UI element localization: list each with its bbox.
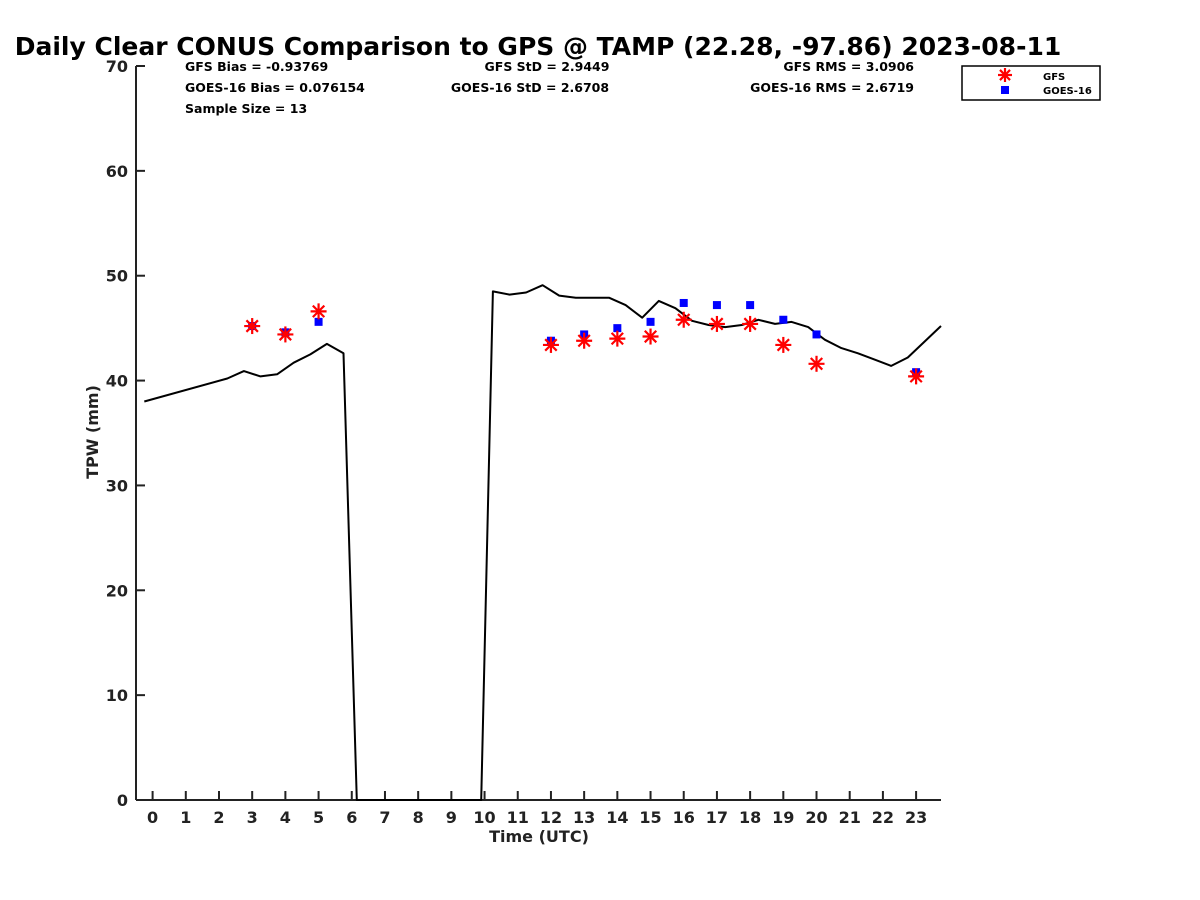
- goes-16-point: [712, 301, 721, 310]
- gfs-point: [908, 368, 925, 385]
- gfs-point: [808, 355, 825, 372]
- x-tick-label: 1: [180, 808, 191, 827]
- y-tick-label: 40: [106, 372, 128, 391]
- x-tick-label: 6: [346, 808, 357, 827]
- x-tick-label: 10: [473, 808, 495, 827]
- x-tick-label: 11: [507, 808, 529, 827]
- x-tick-label: 0: [147, 808, 158, 827]
- gfs-bias-stat: GFS Bias = -0.93769: [185, 59, 328, 74]
- goes-16-point: [314, 317, 323, 326]
- x-axis-label: Time (UTC): [489, 827, 589, 846]
- x-tick-label: 21: [839, 808, 861, 827]
- legend-goes-marker: [1001, 86, 1009, 94]
- goes-16-point: [779, 315, 788, 324]
- x-tick-label: 3: [247, 808, 258, 827]
- x-tick-label: 5: [313, 808, 324, 827]
- x-tick-label: 13: [573, 808, 595, 827]
- goes-bias-stat: GOES-16 Bias = 0.076154: [185, 80, 365, 95]
- goes-rms-stat: GOES-16 RMS = 2.6719: [750, 80, 914, 95]
- goes-std-stat: GOES-16 StD = 2.6708: [451, 80, 609, 95]
- gfs-point: [775, 336, 792, 353]
- legend-gfs-label: GFS: [1043, 72, 1065, 83]
- y-tick-label: 70: [106, 57, 128, 76]
- y-tick-label: 30: [106, 476, 128, 495]
- x-tick-label: 20: [805, 808, 827, 827]
- gfs-point: [576, 332, 593, 349]
- goes-16-point: [613, 324, 622, 333]
- goes-16-point: [646, 317, 655, 326]
- x-tick-label: 15: [639, 808, 661, 827]
- y-tick-label: 50: [106, 267, 128, 286]
- gps-series: [144, 284, 942, 801]
- y-tick-label: 60: [106, 162, 128, 181]
- gps-line: [144, 284, 942, 801]
- gfs-std-stat: GFS StD = 2.9449: [485, 59, 610, 74]
- y-tick-label: 10: [106, 686, 128, 705]
- gfs-rms-stat: GFS RMS = 3.0906: [783, 59, 914, 74]
- sample-size-stat: Sample Size = 13: [185, 101, 307, 116]
- x-tick-label: 2: [213, 808, 224, 827]
- x-tick-label: 12: [540, 808, 562, 827]
- x-tick-label: 16: [673, 808, 695, 827]
- x-tick-label: 18: [739, 808, 761, 827]
- goes-16-point: [812, 330, 821, 339]
- x-tick-label: 7: [379, 808, 390, 827]
- gfs-series: [244, 303, 925, 385]
- gfs-point: [708, 315, 725, 332]
- x-tick-label: 23: [905, 808, 927, 827]
- legend: GFS GOES-16: [961, 65, 1101, 101]
- x-tick-label: 9: [446, 808, 457, 827]
- legend-gfs-marker: [998, 68, 1012, 82]
- x-tick-label: 4: [280, 808, 291, 827]
- legend-box: [961, 65, 1101, 101]
- x-tick-label: 19: [772, 808, 794, 827]
- gfs-point: [277, 326, 294, 343]
- chart-title: Daily Clear CONUS Comparison to GPS @ TA…: [15, 32, 1062, 61]
- y-axis-label: TPW (mm): [83, 385, 102, 479]
- y-tick-label: 20: [106, 581, 128, 600]
- gfs-point: [609, 330, 626, 347]
- x-tick-label: 22: [872, 808, 894, 827]
- gfs-point: [642, 328, 659, 345]
- goes-16-point: [679, 298, 688, 307]
- y-tick-label: 0: [117, 791, 128, 810]
- goes-16-point: [746, 301, 755, 310]
- x-tick-label: 14: [606, 808, 628, 827]
- x-tick-label: 17: [706, 808, 728, 827]
- gfs-point: [542, 336, 559, 353]
- gfs-point: [742, 315, 759, 332]
- x-tick-label: 8: [413, 808, 424, 827]
- gfs-point: [675, 311, 692, 328]
- gfs-point: [310, 303, 327, 320]
- legend-goes-label: GOES-16: [1043, 86, 1092, 97]
- legend-gfs-asterisk: [998, 68, 1012, 82]
- gfs-point: [244, 318, 261, 335]
